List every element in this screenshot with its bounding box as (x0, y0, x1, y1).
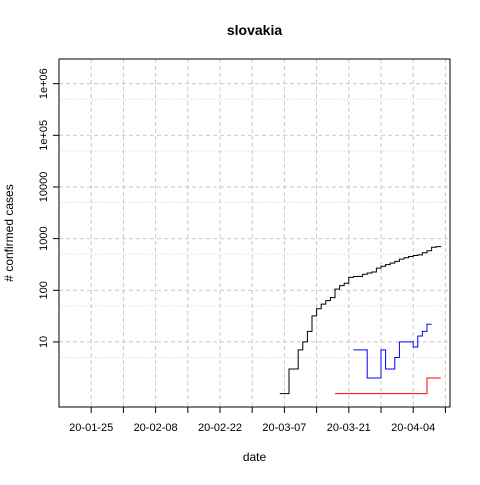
y-axis: 10 100 1000 10000 1e+05 1e+06 (38, 68, 59, 348)
x-axis: 20-01-25 20-02-08 20-02-22 20-03-07 20-03-21… (69, 407, 446, 434)
series-line-1 (279, 246, 442, 395)
x-tick-label: 20-03-21 (327, 422, 371, 434)
series-line-3 (335, 377, 441, 395)
series-lines (279, 246, 442, 395)
x-tick-label: 20-02-08 (134, 422, 178, 434)
y-tick-label: 1e+06 (38, 68, 50, 99)
grid-lines (59, 59, 450, 407)
series-line-2 (353, 323, 432, 379)
y-tick-label: 10 (38, 336, 50, 348)
y-tick-label: 1e+05 (38, 120, 50, 151)
x-tick-label: 20-04-04 (391, 422, 435, 434)
x-tick-label: 20-01-25 (69, 422, 113, 434)
plot-frame (58, 58, 451, 408)
y-tick-label: 100 (38, 281, 50, 299)
x-tick-label: 20-02-22 (198, 422, 242, 434)
y-tick-label: 10000 (38, 172, 50, 203)
chart-title: slovakia (227, 22, 282, 38)
y-axis-label: # confirmed cases (2, 184, 16, 281)
x-axis-label: date (243, 450, 267, 464)
y-tick-label: 1000 (38, 226, 50, 250)
x-tick-label: 20-03-07 (262, 422, 306, 434)
